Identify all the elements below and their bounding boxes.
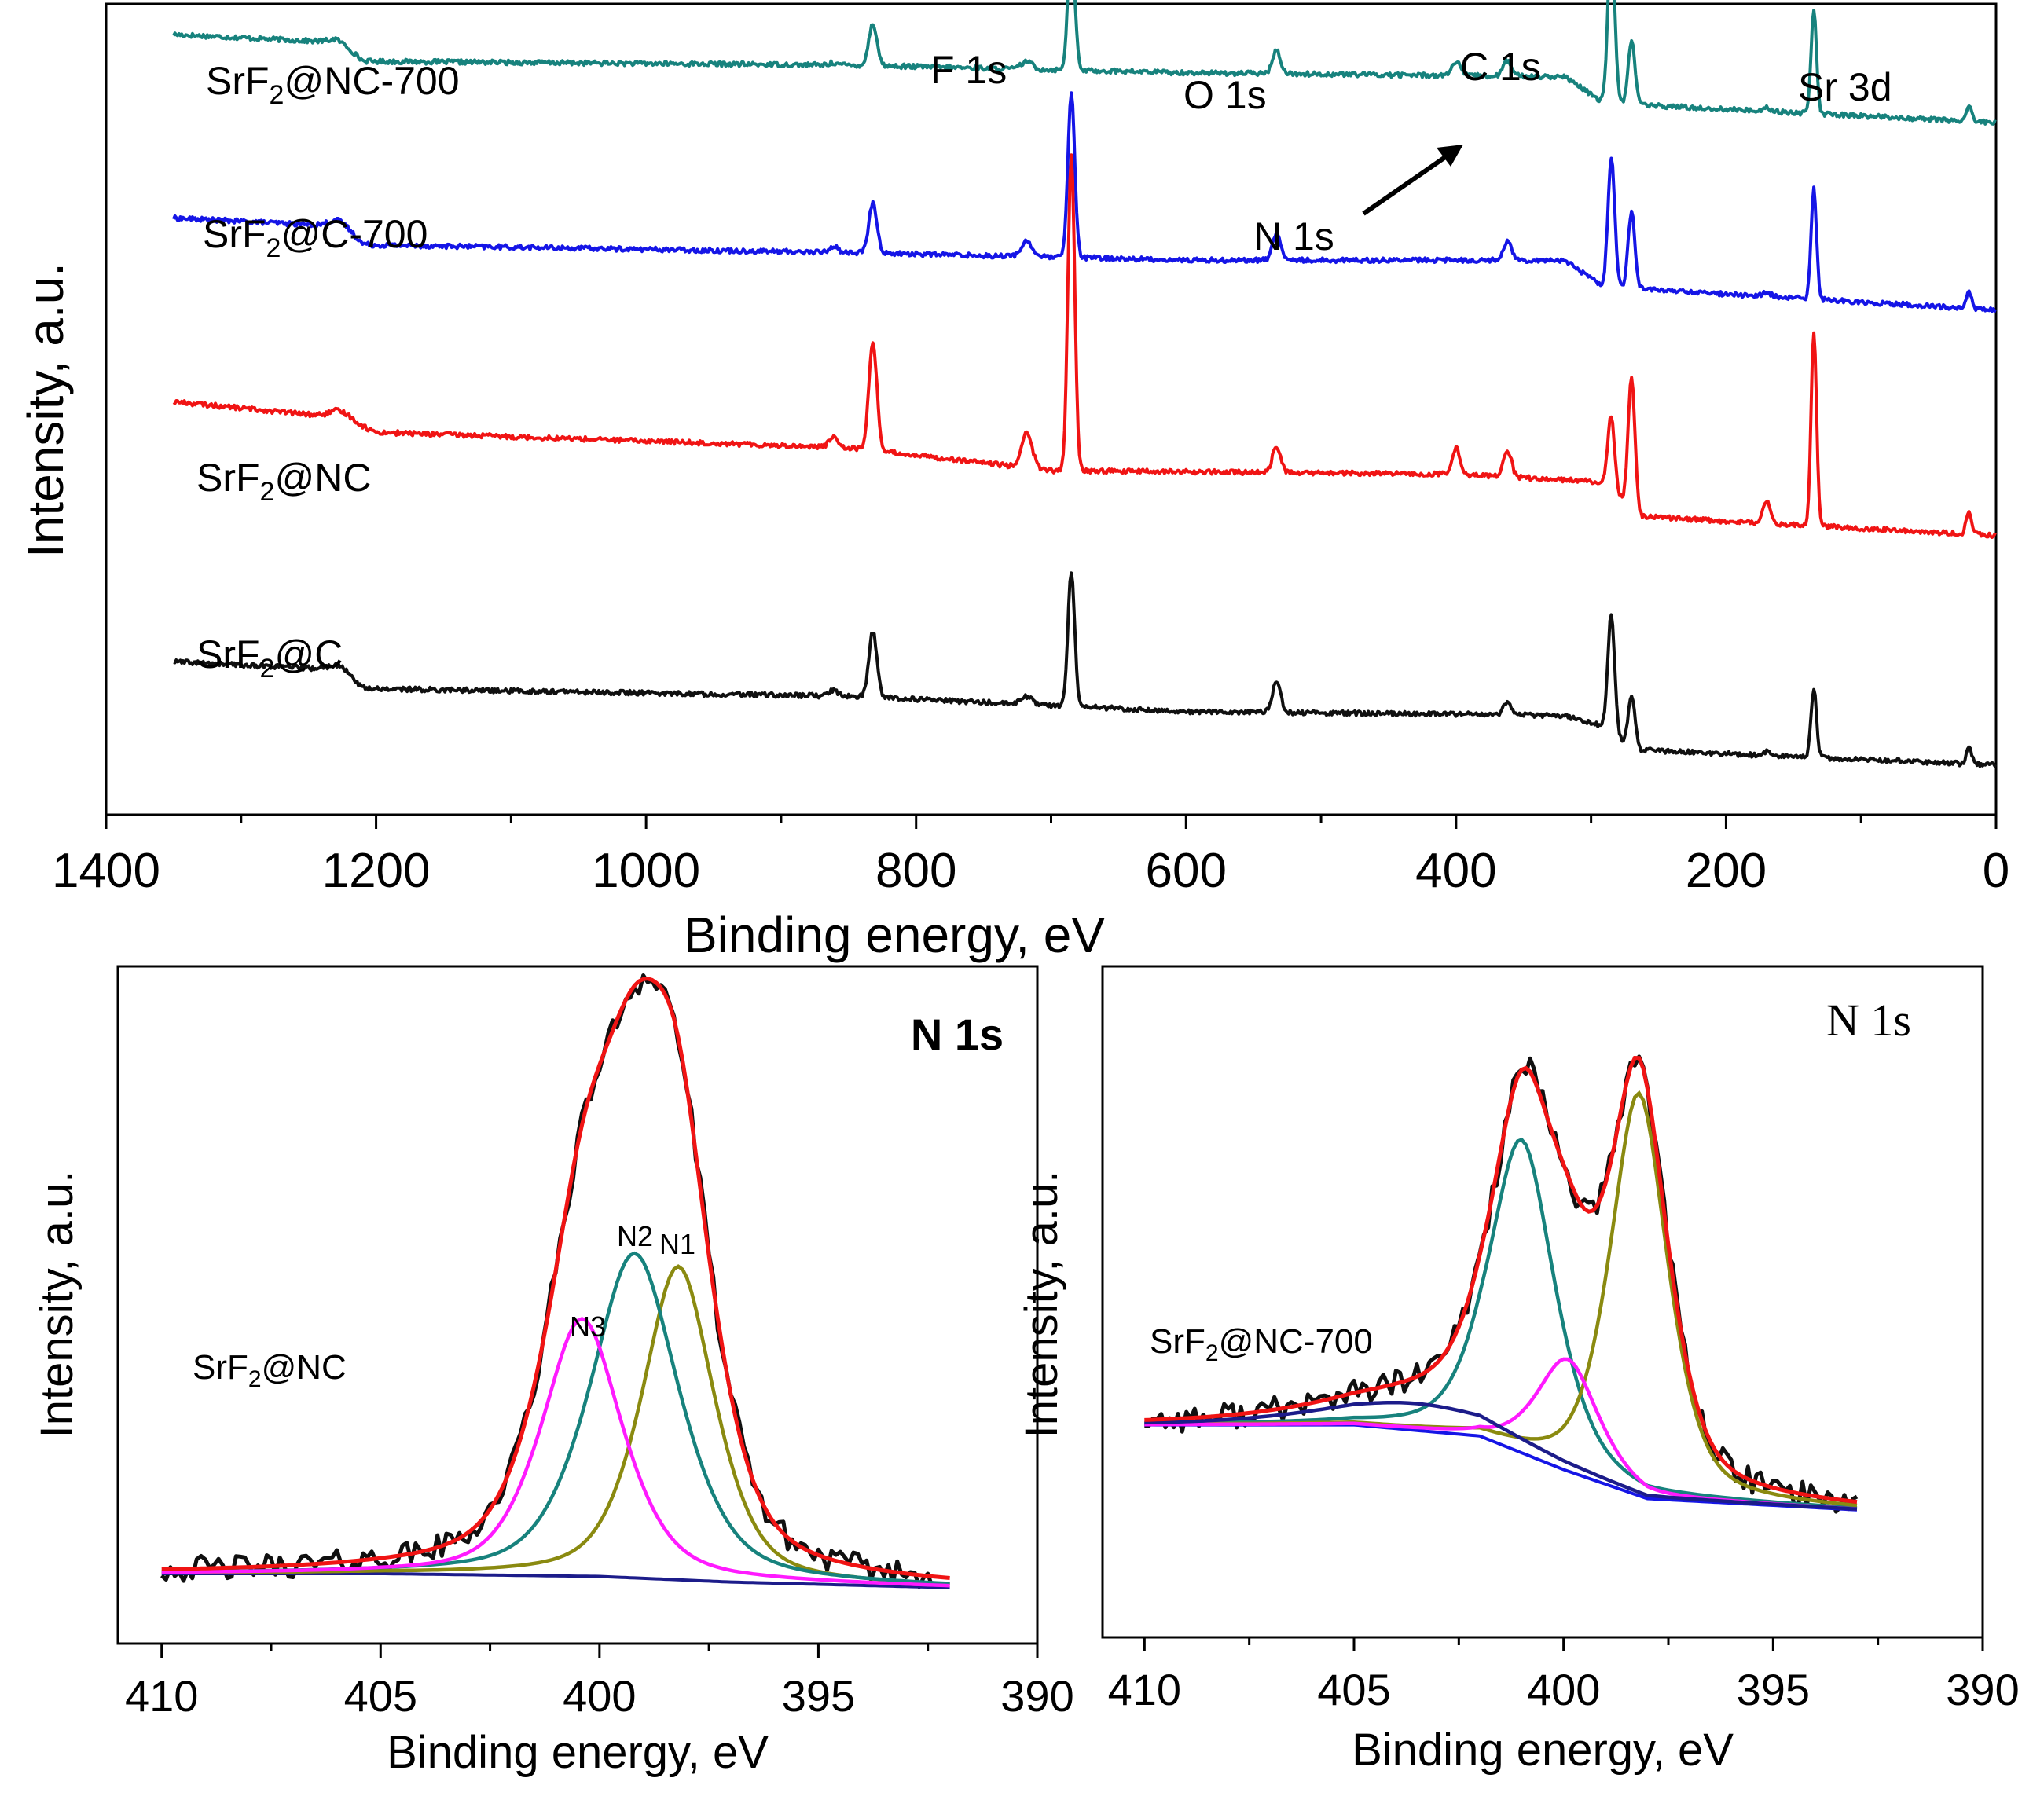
component-n2-line: [161, 1251, 950, 1585]
n1s-left-x-axis-title: Binding energy, eV: [387, 1727, 769, 1778]
survey-x-tick-label: 400: [1415, 844, 1496, 898]
peak-label-n1s: N 1s: [1253, 214, 1334, 258]
right-curves-x-tick-label: 400: [1527, 1665, 1600, 1714]
n1s-panel-srf2-nc: 410 405 400 395 390 N 1s SrF2@NC N3 N2 N1 Bi…: [31, 965, 1074, 1778]
component-label-n3: N3: [570, 1310, 606, 1343]
survey-series-line: [172, 91, 1997, 313]
envelope-fit-line: [161, 977, 950, 1580]
n1s-panel-srf2-nc-700: 410 405 400 395 390 N 1s SrF2@NC-700 Binding…: [1016, 965, 2020, 1776]
peak-label-o1s: O 1s: [1183, 73, 1267, 117]
peak-label-sr3d: Sr 3d: [1798, 65, 1892, 109]
component-n3-line: [161, 1317, 950, 1588]
background-line: [1144, 1423, 1858, 1512]
n1s-right-frame: [1101, 965, 1984, 1639]
peak-label-f1s: F 1s: [930, 48, 1007, 92]
n1s-arrowhead: [1437, 145, 1463, 167]
component-label-n1: N1: [659, 1228, 695, 1260]
left-curves-x-tick-label: 400: [563, 1671, 636, 1721]
survey-y-axis-title: Intensity, a.u.: [17, 262, 74, 558]
peak-label-c1s: C 1s: [1460, 45, 1541, 89]
survey-x-tick-label: 1000: [592, 844, 700, 898]
n1s-left-x-axis: 410 405 400 395 390: [125, 1644, 1074, 1721]
survey-panel: 1400 1200 1000 800 600 400 200 0 SrF2@NC-700 Sr…: [17, 0, 2009, 963]
component-label-n2: N2: [617, 1220, 653, 1252]
sample-label-srf2-c: SrF2@C: [196, 632, 343, 684]
n1s-left-title: N 1s: [911, 1010, 1004, 1059]
survey-x-tick-label: 800: [875, 844, 956, 898]
survey-curves: [172, 0, 1998, 768]
survey-frame: [105, 2, 1998, 816]
right-curves-x-tick-label: 395: [1737, 1665, 1810, 1714]
survey-series-line: [172, 0, 1997, 126]
n1s-right-x-axis-title: Binding energy, eV: [1352, 1725, 1734, 1776]
n1s-left-sample-label: SrF2@NC: [193, 1348, 347, 1392]
n1s-right-curves: [1144, 1054, 1859, 1514]
left-curves-x-tick-label: 395: [782, 1671, 855, 1721]
n1s-arrow: [1362, 153, 1449, 216]
left-curves-x-tick-label: 390: [1000, 1671, 1073, 1721]
n1s-left-y-axis-title: Intensity, a.u.: [31, 1171, 83, 1439]
survey-x-axis-title: Binding energy, eV: [684, 907, 1105, 963]
survey-x-tick-label: 1200: [322, 844, 431, 898]
n1s-right-title: N 1s: [1826, 995, 1911, 1046]
sample-label-srf2-nc-700: SrF2@NC-700: [206, 59, 460, 110]
survey-x-tick-label: 0: [1983, 844, 2009, 898]
survey-series-line: [173, 571, 1998, 768]
right-curves-x-tick-label: 410: [1108, 1665, 1181, 1714]
envelope-fit-line: [1144, 1055, 1858, 1505]
n1s-right-sample-label: SrF2@NC-700: [1150, 1322, 1373, 1366]
background-line: [161, 1572, 950, 1589]
right-curves-x-tick-label: 390: [1946, 1665, 2019, 1714]
n1s-right-y-axis-title: Intensity, a.u.: [1016, 1171, 1067, 1439]
right-curves-x-tick-label: 405: [1317, 1665, 1390, 1714]
survey-series-line: [172, 153, 1997, 539]
n1s-left-frame: [116, 965, 1039, 1645]
sample-label-srf2-nc: SrF2@NC: [196, 456, 371, 507]
survey-x-axis: 1400 1200 1000 800 600 400 200 0: [52, 815, 2009, 898]
component-n1-line: [161, 1264, 950, 1586]
survey-x-tick-label: 1400: [52, 844, 160, 898]
raw-data-line: [1144, 1054, 1859, 1514]
n1s-left-curves: [160, 973, 950, 1589]
survey-x-tick-label: 600: [1146, 844, 1227, 898]
left-curves-x-tick-label: 410: [125, 1671, 198, 1721]
sample-label-srf2-c-700: SrF2@C-700: [203, 212, 428, 263]
n1s-right-x-axis: 410 405 400 395 390: [1108, 1637, 2020, 1714]
component-n-d-line: [1144, 1401, 1858, 1512]
survey-x-tick-label: 200: [1686, 844, 1767, 898]
left-curves-x-tick-label: 405: [344, 1671, 417, 1721]
